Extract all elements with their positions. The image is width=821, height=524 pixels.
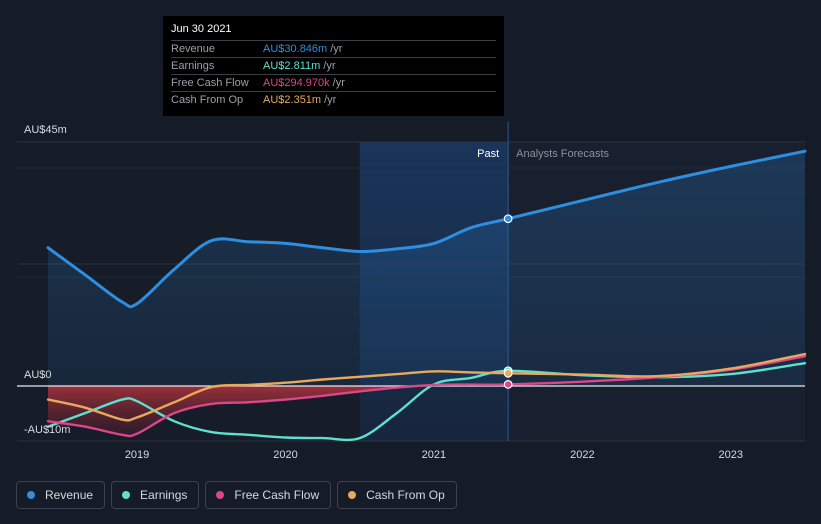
forecast-label: Analysts Forecasts — [516, 148, 609, 160]
series-line-free-cash-flow — [46, 355, 807, 438]
series-line-cash-from-op — [46, 352, 807, 422]
tooltip-unit: /yr — [323, 60, 336, 72]
series-line-revenue — [46, 149, 807, 309]
current-marker-cash-from-op — [503, 368, 513, 378]
legend-item-earnings[interactable]: Earnings — [111, 481, 200, 509]
tooltip-value: AU$30.846m — [263, 43, 328, 55]
legend-dot — [348, 491, 357, 499]
legend-item-free-cash-flow[interactable]: Free Cash Flow — [205, 481, 332, 509]
tooltip-label: Free Cash Flow — [171, 77, 249, 89]
x-tick-label: 2020 — [273, 449, 297, 461]
legend-dot — [122, 491, 131, 499]
legend-label: Revenue — [45, 488, 94, 502]
revenue-area — [48, 151, 805, 386]
legend-label: Free Cash Flow — [234, 488, 320, 502]
x-tick-label: 2022 — [570, 449, 594, 461]
tooltip-label: Revenue — [171, 43, 216, 55]
legend-dot — [27, 491, 35, 499]
legend-label: Earnings — [140, 488, 188, 502]
tooltip: Jun 30 2021 Revenue AU$30.846m /yr Earni… — [163, 16, 504, 116]
y-tick-label: AU$45m — [24, 124, 67, 136]
legend-item-cash-from-op[interactable]: Cash From Op — [337, 481, 457, 509]
tooltip-unit: /yr — [332, 77, 345, 89]
tooltip-label: Cash From Op — [171, 94, 244, 106]
legend-dot — [216, 491, 225, 499]
current-marker-free-cash-flow — [503, 380, 513, 389]
legend-label: Cash From Op — [366, 488, 445, 502]
tooltip-label: Earnings — [171, 60, 215, 72]
tooltip-value: AU$2.351m — [263, 94, 322, 106]
y-tick-label: -AU$10m — [24, 424, 70, 436]
current-marker-revenue — [503, 214, 513, 224]
tooltip-value: AU$2.811m — [263, 60, 321, 72]
legend-item-revenue[interactable]: Revenue — [16, 481, 106, 509]
negative-area — [48, 386, 434, 437]
tooltip-row-revenue: Revenue AU$30.846m /yr — [171, 40, 496, 57]
x-tick-label: 2023 — [719, 449, 743, 461]
past-label: Past — [477, 148, 499, 160]
tooltip-row-fcf: Free Cash Flow AU$294.970k /yr — [171, 74, 496, 91]
x-tick-label: 2019 — [125, 449, 149, 461]
y-tick-label: AU$0 — [24, 369, 52, 381]
tooltip-row-cfo: Cash From Op AU$2.351m /yr — [171, 91, 496, 108]
legend: Revenue Earnings Free Cash Flow Cash Fro… — [16, 481, 457, 509]
tooltip-value: AU$294.970k — [263, 77, 330, 89]
tooltip-row-earnings: Earnings AU$2.811m /yr — [171, 57, 496, 74]
tooltip-date: Jun 30 2021 — [171, 23, 232, 35]
x-tick-label: 2021 — [422, 449, 446, 461]
tooltip-unit: /yr — [324, 94, 337, 106]
tooltip-unit: /yr — [330, 43, 343, 55]
